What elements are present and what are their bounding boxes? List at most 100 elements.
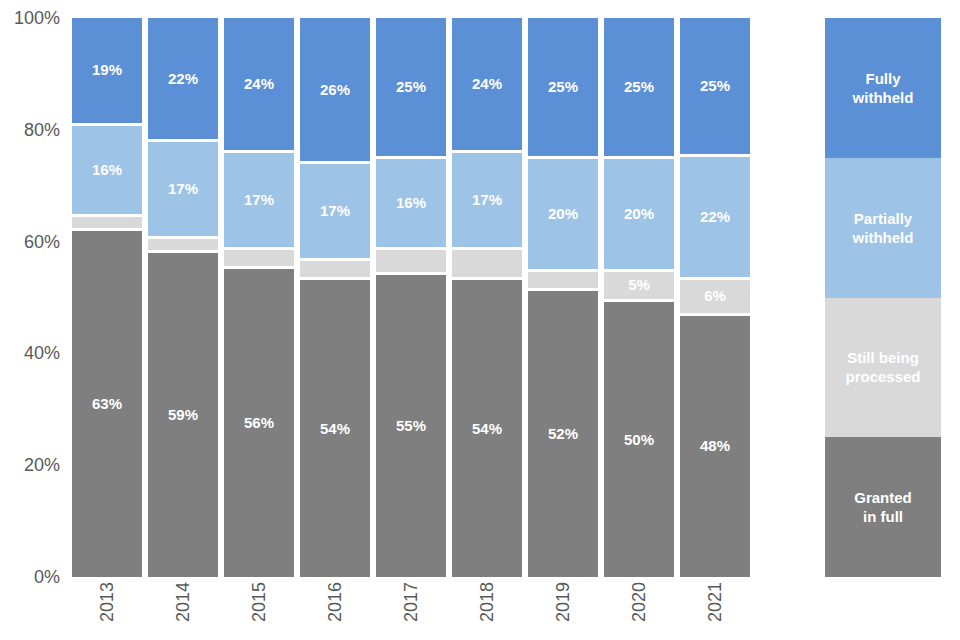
segment-label: 5% — [628, 277, 650, 293]
segment-fully-withheld-2016: 26% — [300, 18, 370, 161]
segment-still-being-processed-2013 — [72, 217, 142, 228]
segment-label: 25% — [624, 79, 654, 95]
legend-label: Still being processed — [845, 348, 920, 386]
segment-label: 20% — [624, 206, 654, 222]
year-label: 2018 — [477, 582, 498, 622]
segment-partially-withheld-2016: 17% — [300, 164, 370, 258]
segment-granted-in-full-2017: 55% — [376, 275, 446, 578]
segment-label: 55% — [396, 418, 426, 434]
legend-label: Fully withheld — [853, 69, 914, 107]
segment-label: 52% — [548, 426, 578, 442]
segment-fully-withheld-2019: 25% — [528, 18, 598, 156]
y-axis-tick-label: 0% — [0, 566, 60, 588]
year-label: 2014 — [173, 582, 194, 622]
bar-2018: 24% 17% 54% — [452, 18, 522, 577]
segment-granted-in-full-2019: 52% — [528, 291, 598, 577]
segment-label: 17% — [244, 192, 274, 208]
segment-partially-withheld-2015: 17% — [224, 153, 294, 247]
segment-granted-in-full-2013: 63% — [72, 231, 142, 578]
segment-granted-in-full-2018: 54% — [452, 280, 522, 577]
segment-label: 24% — [244, 76, 274, 92]
segment-label: 24% — [472, 76, 502, 92]
segment-label: 19% — [92, 62, 122, 78]
year-label: 2016 — [325, 582, 346, 622]
segment-still-being-processed-2014 — [148, 239, 218, 250]
legend-item-partially-withheld: Partially withheld — [825, 158, 941, 298]
y-axis-tick-label: 60% — [0, 231, 60, 253]
segment-label: 25% — [396, 79, 426, 95]
year-label: 2013 — [97, 582, 118, 622]
legend: Fully withheld Partially withheld Still be… — [825, 18, 941, 577]
segment-label: 59% — [168, 407, 198, 423]
segment-label: 17% — [168, 181, 198, 197]
segment-still-being-processed-2019 — [528, 272, 598, 289]
y-axis-tick-label: 20% — [0, 454, 60, 476]
segment-granted-in-full-2016: 54% — [300, 280, 370, 577]
x-axis-label-2013: 2013 — [72, 582, 142, 638]
segment-label: 25% — [700, 78, 730, 94]
segment-fully-withheld-2014: 22% — [148, 18, 218, 139]
segment-granted-in-full-2021: 48% — [680, 316, 750, 577]
segment-label: 17% — [320, 203, 350, 219]
y-axis-tick-label: 40% — [0, 342, 60, 364]
segment-partially-withheld-2017: 16% — [376, 159, 446, 247]
segment-label: 63% — [92, 396, 122, 412]
segment-fully-withheld-2017: 25% — [376, 18, 446, 156]
bar-2016: 26% 17% 54% — [300, 18, 370, 577]
segment-fully-withheld-2013: 19% — [72, 18, 142, 123]
segment-label: 6% — [704, 288, 726, 304]
bar-2019: 25% 20% 52% — [528, 18, 598, 577]
segment-still-being-processed-2016 — [300, 261, 370, 278]
year-label: 2017 — [401, 582, 422, 622]
segment-label: 54% — [472, 421, 502, 437]
segment-fully-withheld-2021: 25% — [680, 18, 750, 154]
bar-2015: 24% 17% 56% — [224, 18, 294, 577]
year-label: 2021 — [705, 582, 726, 622]
year-label: 2020 — [629, 582, 650, 622]
segment-partially-withheld-2021: 22% — [680, 157, 750, 277]
year-label: 2019 — [553, 582, 574, 622]
segment-still-being-processed-2017 — [376, 250, 446, 272]
segment-still-being-processed-2020: 5% — [604, 272, 674, 300]
segment-label: 54% — [320, 421, 350, 437]
stacked-bar-chart: 100% 80% 60% 40% 20% 0% 19% 16% 63% 2013 22% 17% 59%… — [0, 0, 960, 640]
segment-partially-withheld-2019: 20% — [528, 159, 598, 269]
legend-item-fully-withheld: Fully withheld — [825, 18, 941, 158]
segment-granted-in-full-2020: 50% — [604, 302, 674, 577]
segment-label: 22% — [700, 209, 730, 225]
y-axis-tick-label: 100% — [0, 7, 60, 29]
bar-2017: 25% 16% 55% — [376, 18, 446, 577]
segment-partially-withheld-2014: 17% — [148, 142, 218, 236]
bar-2014: 22% 17% 59% — [148, 18, 218, 577]
segment-label: 48% — [700, 438, 730, 454]
segment-fully-withheld-2020: 25% — [604, 18, 674, 156]
x-axis-label-2016: 2016 — [300, 582, 370, 638]
y-axis-tick-label: 80% — [0, 119, 60, 141]
segment-label: 17% — [472, 192, 502, 208]
segment-fully-withheld-2015: 24% — [224, 18, 294, 150]
segment-partially-withheld-2020: 20% — [604, 159, 674, 269]
x-axis-label-2018: 2018 — [452, 582, 522, 638]
legend-label: Granted in full — [854, 488, 912, 526]
segment-label: 25% — [548, 79, 578, 95]
segment-label: 50% — [624, 432, 654, 448]
x-axis-label-2019: 2019 — [528, 582, 598, 638]
segment-still-being-processed-2015 — [224, 250, 294, 267]
x-axis-label-2017: 2017 — [376, 582, 446, 638]
segment-partially-withheld-2013: 16% — [72, 126, 142, 214]
legend-item-granted-in-full: Granted in full — [825, 437, 941, 577]
x-axis-label-2014: 2014 — [148, 582, 218, 638]
x-axis-label-2021: 2021 — [680, 582, 750, 638]
segment-label: 20% — [548, 206, 578, 222]
bar-2021: 25% 22% 6% 48% — [680, 18, 750, 577]
segment-label: 26% — [320, 82, 350, 98]
legend-label: Partially withheld — [853, 209, 914, 247]
bar-2013: 19% 16% 63% — [72, 18, 142, 577]
bar-2020: 25% 20% 5% 50% — [604, 18, 674, 577]
segment-label: 22% — [168, 71, 198, 87]
x-axis-label-2020: 2020 — [604, 582, 674, 638]
year-label: 2015 — [249, 582, 270, 622]
segment-label: 16% — [396, 195, 426, 211]
segment-label: 56% — [244, 415, 274, 431]
segment-partially-withheld-2018: 17% — [452, 153, 522, 247]
